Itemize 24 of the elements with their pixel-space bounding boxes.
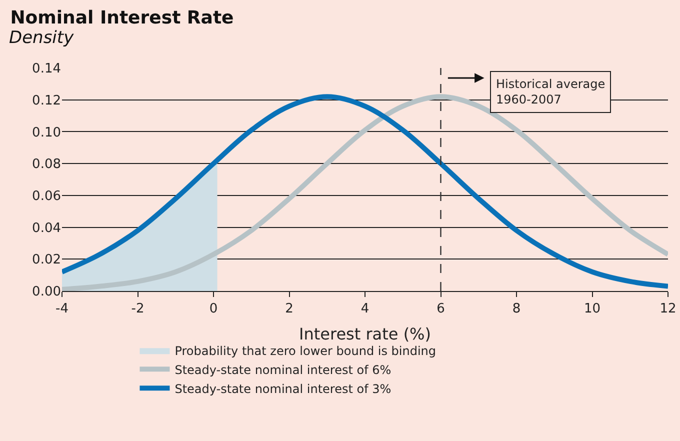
x-tick-label: 8 — [512, 302, 521, 317]
x-tick-label: 0 — [209, 302, 218, 317]
y-tick-label: 0.00 — [32, 284, 61, 300]
y-tick-label: 0.10 — [32, 125, 61, 140]
x-tick-label: 2 — [285, 302, 294, 317]
y-tick-label: 0.04 — [32, 220, 61, 236]
x-tick-label: 4 — [360, 302, 370, 317]
x-axis-title: Interest rate (%) — [298, 324, 432, 344]
x-tick-label: -4 — [56, 302, 68, 317]
legend-label: Probability that zero lower bound is binding — [174, 344, 436, 358]
legend-label: Steady-state nominal interest of 6% — [174, 362, 392, 377]
ref-line-label: Historical average 1960-2007 — [496, 77, 606, 107]
x-tick-label: 10 — [584, 302, 601, 317]
y-tick-label: 0.08 — [32, 157, 61, 172]
y-tick-label: 0.14 — [32, 62, 61, 77]
y-axis-title: Density — [9, 28, 75, 48]
x-tick-label: -2 — [131, 302, 144, 317]
legend-label: Steady-state nominal interest of 3% — [174, 382, 392, 396]
x-tick-label: 12 — [660, 302, 676, 317]
y-tick-label: 0.02 — [32, 252, 61, 268]
x-tick-label: 6 — [436, 302, 445, 317]
y-tick-label: 0.06 — [32, 188, 61, 204]
chart-title: Nominal Interest Rate — [10, 8, 234, 29]
y-tick-label: 0.12 — [32, 93, 61, 108]
